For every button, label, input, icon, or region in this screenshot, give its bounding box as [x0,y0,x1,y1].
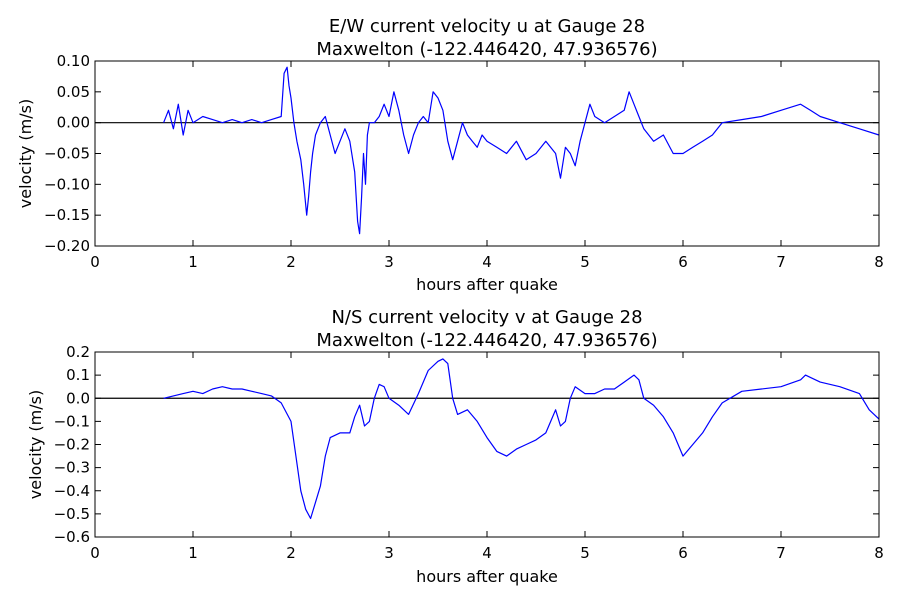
x-tick-label: 5 [580,544,590,562]
chart-subtitle: Maxwelton (-122.446420, 47.936576) [316,330,657,351]
y-tick-label: 0.0 [66,389,90,407]
x-tick-label: 1 [188,544,198,562]
y-tick-label: 0.10 [57,52,90,70]
x-tick-label: 1 [188,253,198,271]
y-axis-label: velocity (m/s) [26,390,45,499]
x-tick-label: 8 [874,544,884,562]
x-tick-label: 0 [90,544,100,562]
y-tick-label: −0.15 [44,206,90,224]
y-tick-label: 0.05 [57,83,90,101]
plot-area: 0 1 2 3 4 5 6 7 8 0.2 0.1 0.0 −0.1 −0.2 −0.3 −0.4 −0.5 −0… [54,343,884,562]
ew-velocity-chart: E/W current velocity u at Gauge 28 Maxwe… [16,16,884,294]
chart-title: E/W current velocity u at Gauge 28 [329,16,645,37]
x-tick-label: 7 [776,253,786,271]
y-tick-label: −0.2 [54,436,90,454]
y-tick-label: −0.4 [54,482,90,500]
y-tick-label: −0.1 [54,412,90,430]
x-tick-label: 6 [678,544,688,562]
x-tick-label: 3 [384,253,394,271]
x-tick-label: 4 [482,544,492,562]
x-tick-label: 3 [384,544,394,562]
x-tick-label: 8 [874,253,884,271]
chart-title: N/S current velocity v at Gauge 28 [331,307,642,328]
x-tick-label: 2 [286,544,296,562]
x-axis-label: hours after quake [416,275,558,294]
series-line [163,358,880,520]
x-tick-label: 2 [286,253,296,271]
y-tick-label: −0.5 [54,505,90,523]
y-tick-label: −0.10 [44,175,90,193]
y-tick-label: −0.05 [44,145,90,163]
ns-velocity-chart: N/S current velocity v at Gauge 28 Maxwe… [26,307,884,586]
y-tick-label: −0.20 [44,237,90,255]
x-axis-label: hours after quake [416,567,558,586]
y-tick-label: −0.6 [54,528,90,546]
x-tick-label: 7 [776,544,786,562]
y-tick-label: −0.3 [54,459,90,477]
y-tick-label: 0.2 [66,343,90,361]
x-tick-label: 0 [90,253,100,271]
y-axis-label: velocity (m/s) [16,99,35,208]
series-line [163,66,880,235]
y-tick-label: 0.1 [66,366,90,384]
y-tick-label: 0.00 [57,114,90,132]
chart-subtitle: Maxwelton (-122.446420, 47.936576) [316,39,657,60]
x-tick-label: 4 [482,253,492,271]
plot-area: 0 1 2 3 4 5 6 7 8 0.10 0.05 0.00 −0.05 −0.10 −0.15 −0.2… [44,52,884,271]
x-tick-label: 6 [678,253,688,271]
x-tick-label: 5 [580,253,590,271]
